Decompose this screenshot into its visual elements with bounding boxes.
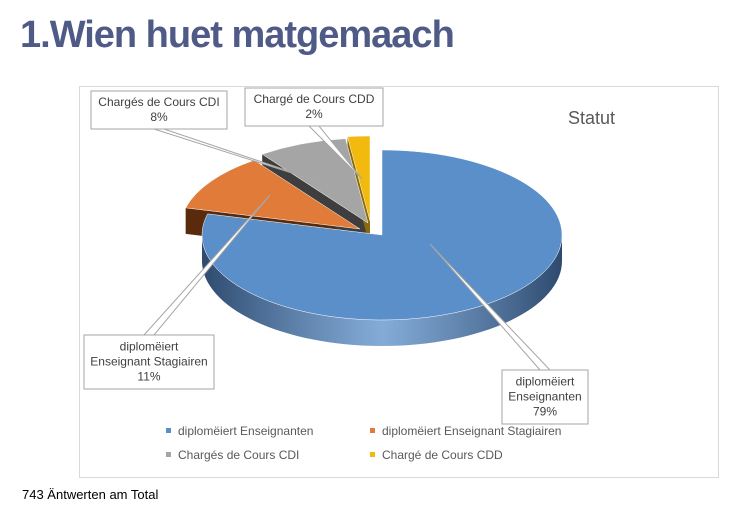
data-label-enseignanten: 79% (533, 405, 557, 419)
pie-chart: StatutdiplomëiertEnseignanten79%diplomëi… (83, 87, 615, 462)
chart-title: Statut (568, 108, 615, 128)
pie-slice-enseignanten (201, 149, 563, 321)
legend-marker-enseignanten (166, 428, 171, 433)
callout-text-enseignanten: Enseignanten (508, 390, 581, 404)
legend-label-enseignanten: diplomëiert Enseignanten (178, 424, 313, 438)
callout-text-cdd: Chargé de Cours CDD (254, 92, 375, 106)
legend-marker-cdd (370, 452, 375, 457)
callout-text-enseignanten: diplomëiert (516, 375, 575, 389)
chart-area: Statut diplomëiert Enseignanten 79% diplomëi… (79, 86, 719, 478)
data-label-stagiairen: 11% (137, 370, 160, 384)
callout-box-cdd (244, 87, 384, 127)
pie-slice-stagiairen (185, 159, 361, 230)
legend-marker-stagiairen (370, 428, 375, 433)
callout-text-cdi: Chargés de Cours CDI (98, 95, 219, 109)
slice-rim-enseignanten (202, 235, 562, 346)
callout-box-cdi (90, 90, 228, 130)
legend-label-cdd: Chargé de Cours CDD (382, 448, 503, 462)
legend-marker-cdi (166, 452, 171, 457)
pie-slice-cdd (347, 135, 371, 222)
callout-text-stagiairen: diplomëiert (120, 340, 179, 354)
data-label-cdi: 8% (150, 110, 168, 124)
callout-box-enseignanten (501, 369, 589, 425)
legend-label-cdi: Chargés de Cours CDI (178, 448, 299, 462)
page-title: 1.Wien huet matgemaach (20, 14, 455, 56)
response-count: 743 Äntwerten am Total (22, 487, 159, 502)
callout-text-stagiairen: Enseignant Stagiairen (90, 355, 207, 369)
data-label-cdd: 2% (305, 107, 323, 121)
legend-label-stagiairen: diplomëiert Enseignant Stagiairen (382, 424, 561, 438)
callout-box-stagiairen (83, 334, 215, 390)
